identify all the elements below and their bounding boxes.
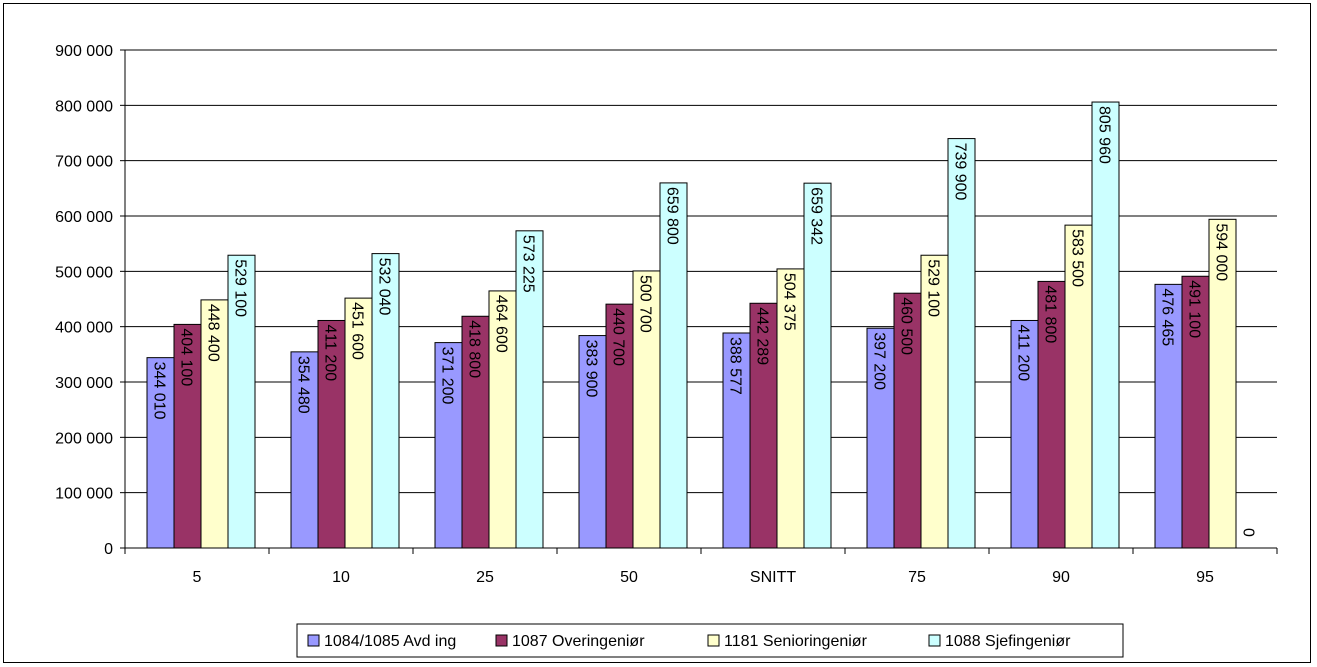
bar xyxy=(146,357,175,549)
x-tick-label: SNITT xyxy=(750,569,796,586)
bar-value-label: 476 465 xyxy=(1159,288,1176,346)
bar-value-label: 481 800 xyxy=(1042,285,1059,343)
y-tick-label: 900 000 xyxy=(55,43,113,60)
legend: 1084/1085 Avd ing 1087 Overingeniør 1181 S… xyxy=(296,623,1124,658)
bar-value-label: 739 900 xyxy=(952,143,969,201)
x-tick-label: 90 xyxy=(1052,569,1070,586)
bar xyxy=(1091,101,1120,549)
bar xyxy=(866,327,895,549)
legend-box xyxy=(296,623,1124,658)
bar xyxy=(371,253,400,549)
bar xyxy=(344,297,373,549)
bar-value-label: 491 100 xyxy=(1186,280,1203,338)
data-labels: 344 010 404 100 448 400 529 100 354 480 411 2… xyxy=(151,106,1257,537)
bar xyxy=(632,270,661,549)
bar-value-label: 805 960 xyxy=(1096,106,1113,164)
bars xyxy=(146,101,1237,549)
bar-value-label: 440 700 xyxy=(610,308,627,366)
bar-value-label: 448 400 xyxy=(205,304,222,362)
bar-value-label: 464 600 xyxy=(493,295,510,353)
bar-value-label: 451 600 xyxy=(349,302,366,360)
bar-value-label: 411 200 xyxy=(1015,324,1032,381)
legend-swatch xyxy=(707,634,720,647)
bar-value-label: 460 500 xyxy=(898,297,915,355)
bar xyxy=(947,138,976,549)
bar-value-label: 529 100 xyxy=(232,259,249,317)
bar-value-label: 532 040 xyxy=(376,258,393,316)
bar xyxy=(173,323,202,549)
bar-value-label: 504 375 xyxy=(781,273,798,331)
bar xyxy=(227,254,256,549)
bar xyxy=(893,292,922,549)
bar-value-label: 383 900 xyxy=(583,340,600,398)
x-tick-label: 10 xyxy=(332,569,350,586)
y-tick-label: 800 000 xyxy=(55,98,113,115)
bar xyxy=(920,254,949,549)
bar xyxy=(578,335,607,549)
y-tick-label: 400 000 xyxy=(55,320,113,337)
y-tick-label: 0 xyxy=(104,541,113,558)
legend-swatch xyxy=(495,634,508,647)
x-tick-label: 95 xyxy=(1196,569,1214,586)
bar-value-label: 0 xyxy=(1240,528,1257,537)
legend-label: 1088 Sjefingeniør xyxy=(945,633,1071,650)
x-tick-label: 25 xyxy=(476,569,494,586)
bar-value-label: 442 289 xyxy=(754,307,771,365)
y-tick-label: 100 000 xyxy=(55,486,113,503)
y-tick-label: 300 000 xyxy=(55,375,113,392)
legend-swatch xyxy=(307,634,320,647)
bar xyxy=(605,303,634,549)
bar xyxy=(803,182,832,549)
bar xyxy=(749,302,778,549)
bar xyxy=(461,315,490,549)
bar-value-label: 573 225 xyxy=(520,235,537,293)
bar-value-label: 354 480 xyxy=(295,356,312,414)
bar-value-label: 397 200 xyxy=(871,332,888,390)
bar-value-label: 404 100 xyxy=(178,328,195,386)
bar-value-label: 659 342 xyxy=(808,187,825,245)
bar-value-label: 344 010 xyxy=(151,362,168,420)
bar-value-label: 529 100 xyxy=(925,259,942,317)
bar xyxy=(317,319,346,549)
bar-value-label: 583 500 xyxy=(1069,229,1086,287)
bar xyxy=(1208,218,1237,549)
bar xyxy=(434,342,463,549)
legend-label: 1181 Senioringeniør xyxy=(724,633,868,650)
bar xyxy=(659,182,688,549)
bar-value-label: 659 800 xyxy=(664,187,681,245)
bar-value-label: 388 577 xyxy=(727,337,744,395)
x-tick-label: 75 xyxy=(908,569,926,586)
bar xyxy=(1037,280,1066,549)
bar xyxy=(200,299,229,549)
y-tick-label: 700 000 xyxy=(55,154,113,171)
axes: 0 100 000 200 000 300 000 400 000 500 000 600 … xyxy=(55,43,1278,586)
bar xyxy=(290,351,319,549)
bar xyxy=(776,268,805,549)
y-tick-label: 600 000 xyxy=(55,209,113,226)
x-tick-label: 50 xyxy=(620,569,638,586)
bar-value-label: 594 000 xyxy=(1213,223,1230,281)
x-tick-label: 5 xyxy=(193,569,202,586)
legend-label: 1087 Overingeniør xyxy=(512,633,645,650)
bar xyxy=(515,230,544,549)
bar-value-label: 418 800 xyxy=(466,320,483,378)
legend-label: 1084/1085 Avd ing xyxy=(324,633,456,650)
y-tick-label: 500 000 xyxy=(55,264,113,281)
bar-value-label: 371 200 xyxy=(439,347,456,405)
legend-swatch xyxy=(928,634,941,647)
bar xyxy=(722,332,751,549)
y-tick-label: 200 000 xyxy=(55,430,113,447)
bar-value-label: 411 200 xyxy=(322,324,339,381)
bar-value-label: 500 700 xyxy=(637,275,654,333)
